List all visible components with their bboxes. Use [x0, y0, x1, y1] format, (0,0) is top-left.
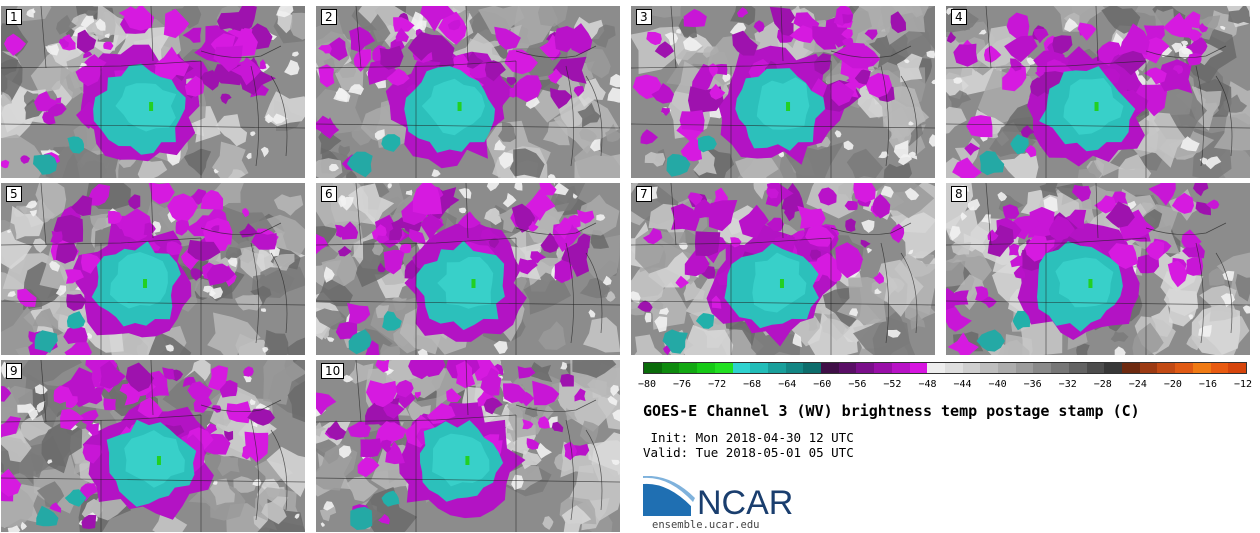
water-vapor-map	[1, 183, 305, 355]
panel-number-label: 9	[6, 363, 22, 379]
panel-number-label: 1	[6, 9, 22, 25]
colorbar-segment	[962, 363, 981, 373]
water-vapor-map	[316, 6, 620, 178]
colorbar-segment	[821, 363, 839, 373]
colorbar-segment	[998, 363, 1016, 373]
map-panel-8: 8	[946, 183, 1250, 355]
colorbar-segment	[644, 363, 662, 373]
website-url: ensemble.ucar.edu	[652, 519, 760, 531]
water-vapor-map	[1, 6, 305, 178]
colorbar-segment	[1192, 363, 1211, 373]
water-vapor-map	[946, 6, 1250, 178]
map-panel-4: 4	[946, 6, 1250, 178]
map-panel-6: 6	[316, 183, 620, 355]
colorbar-segment	[927, 363, 945, 373]
colorbar-tick-label: −60	[813, 379, 832, 390]
colorbar-segment	[803, 363, 822, 373]
colorbar-segment	[1121, 363, 1140, 373]
colorbar-segment	[1139, 363, 1158, 373]
colorbar-tick-label: −36	[1023, 379, 1042, 390]
colorbar-segment	[767, 363, 786, 373]
colorbar-segment	[1086, 363, 1105, 373]
colorbar-segment	[750, 363, 768, 373]
colorbar-tick-label: −64	[778, 379, 797, 390]
ncar-logo-icon: NCAR	[643, 475, 793, 522]
panel-number-label: 5	[6, 186, 22, 202]
panel-number-label: 3	[636, 9, 652, 25]
colorbar-segment	[1051, 363, 1069, 373]
map-panel-2: 2	[316, 6, 620, 178]
map-panel-1: 1	[1, 6, 305, 178]
valid-time: Valid: Tue 2018-05-01 05 UTC	[643, 445, 854, 460]
colorbar-segment	[874, 363, 892, 373]
colorbar-segment	[1068, 363, 1087, 373]
colorbar	[643, 362, 1247, 374]
colorbar-segment	[661, 363, 680, 373]
colorbar-ticks: −80 −76 −72 −68 −64 −60 −56 −52 −48 −44 −40 −36 −32 −…	[638, 379, 1252, 393]
colorbar-segment	[679, 363, 698, 373]
water-vapor-map	[316, 183, 620, 355]
colorbar-segment	[714, 363, 733, 373]
colorbar-tick-label: −80	[637, 379, 657, 390]
colorbar-tick-label: −20	[1163, 379, 1182, 390]
init-time: Init: Mon 2018-04-30 12 UTC	[643, 430, 854, 445]
map-panel-10: 10	[316, 360, 620, 532]
colorbar-tick-label: −24	[1128, 379, 1147, 390]
colorbar-tick-label: −32	[1058, 379, 1077, 390]
colorbar-segment	[980, 363, 999, 373]
colorbar-segment	[1175, 363, 1193, 373]
colorbar-tick-label: −56	[848, 379, 867, 390]
colorbar-segment	[1033, 363, 1052, 373]
colorbar-segment	[697, 363, 715, 373]
colorbar-segment	[909, 363, 928, 373]
colorbar-segment	[944, 363, 963, 373]
panel-number-label: 6	[321, 186, 337, 202]
map-panel-5: 5	[1, 183, 305, 355]
panel-number-label: 2	[321, 9, 337, 25]
water-vapor-map	[946, 183, 1250, 355]
water-vapor-map	[631, 6, 935, 178]
colorbar-segment	[891, 363, 910, 373]
panel-number-label: 8	[951, 186, 967, 202]
figure-title: GOES-E Channel 3 (WV) brightness temp po…	[643, 402, 1140, 420]
colorbar-tick-label: −16	[1198, 379, 1217, 390]
colorbar-segment	[1210, 363, 1229, 373]
colorbar-tick-label: −28	[1093, 379, 1112, 390]
logo-text: NCAR	[697, 484, 793, 520]
colorbar-segment	[785, 363, 804, 373]
panel-number-label: 10	[321, 363, 345, 379]
colorbar-tick-label: −48	[918, 379, 937, 390]
colorbar-tick-label: −40	[988, 379, 1007, 390]
colorbar-segment	[1157, 363, 1176, 373]
colorbar-tick-label: −12	[1233, 379, 1253, 390]
colorbar-segment	[1104, 363, 1122, 373]
colorbar-segment	[1015, 363, 1034, 373]
colorbar-tick-label: −68	[743, 379, 762, 390]
colorbar-segment	[1228, 363, 1246, 373]
water-vapor-map	[1, 360, 305, 532]
water-vapor-map	[631, 183, 935, 355]
colorbar-tick-label: −76	[673, 379, 692, 390]
colorbar-tick-label: −44	[953, 379, 972, 390]
colorbar-segment	[838, 363, 857, 373]
colorbar-segment	[732, 363, 751, 373]
panel-number-label: 7	[636, 186, 652, 202]
colorbar-segment	[856, 363, 875, 373]
colorbar-tick-label: −52	[883, 379, 902, 390]
map-panel-9: 9	[1, 360, 305, 532]
panel-number-label: 4	[951, 9, 967, 25]
colorbar-tick-label: −72	[708, 379, 727, 390]
water-vapor-map	[316, 360, 620, 532]
map-panel-3: 3	[631, 6, 935, 178]
ncar-logo: NCAR	[643, 475, 793, 522]
map-panel-7: 7	[631, 183, 935, 355]
